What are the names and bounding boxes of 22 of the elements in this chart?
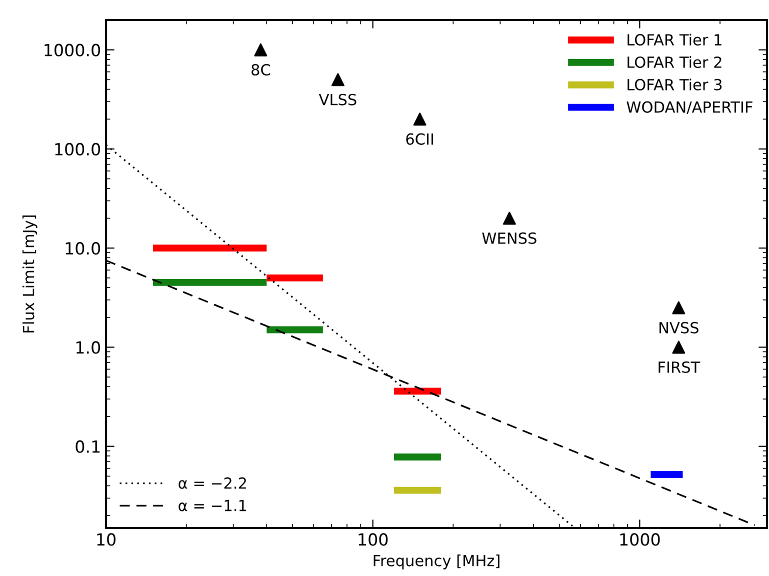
y-tick-label: 0.1 bbox=[76, 440, 100, 453]
legend-label: WODAN/APERTIF bbox=[626, 101, 752, 114]
annotation: NVSS bbox=[660, 322, 698, 334]
y-tick-label: 1.0 bbox=[76, 341, 100, 354]
annotation: VLSS bbox=[318, 94, 356, 106]
legend-label: α = −1.1 bbox=[178, 500, 246, 512]
annotation: 6CII bbox=[406, 133, 434, 145]
x-axis-title: Frequency [MHz] bbox=[374, 554, 500, 570]
x-tick-label: 10 bbox=[97, 533, 116, 546]
legend-label: LOFAR Tier 1 bbox=[628, 34, 722, 46]
y-tick-label: 1000.0 bbox=[44, 44, 100, 56]
y-tick-label: 10.0 bbox=[66, 242, 100, 255]
annotation: FIRST bbox=[658, 361, 700, 373]
annotation: 8C bbox=[252, 64, 270, 76]
x-tick-label: 1000 bbox=[620, 533, 660, 546]
legend-label: LOFAR Tier 2 bbox=[628, 56, 722, 68]
legend-label: LOFAR Tier 3 bbox=[628, 78, 722, 90]
y-tick-label: 100.0 bbox=[55, 142, 100, 156]
annotation: WENSS bbox=[482, 232, 536, 244]
y-axis-title: Flux Limit [mJy] bbox=[22, 215, 38, 332]
x-tick-label: 100 bbox=[358, 533, 388, 546]
legend-label: α = −2.2 bbox=[178, 477, 246, 489]
